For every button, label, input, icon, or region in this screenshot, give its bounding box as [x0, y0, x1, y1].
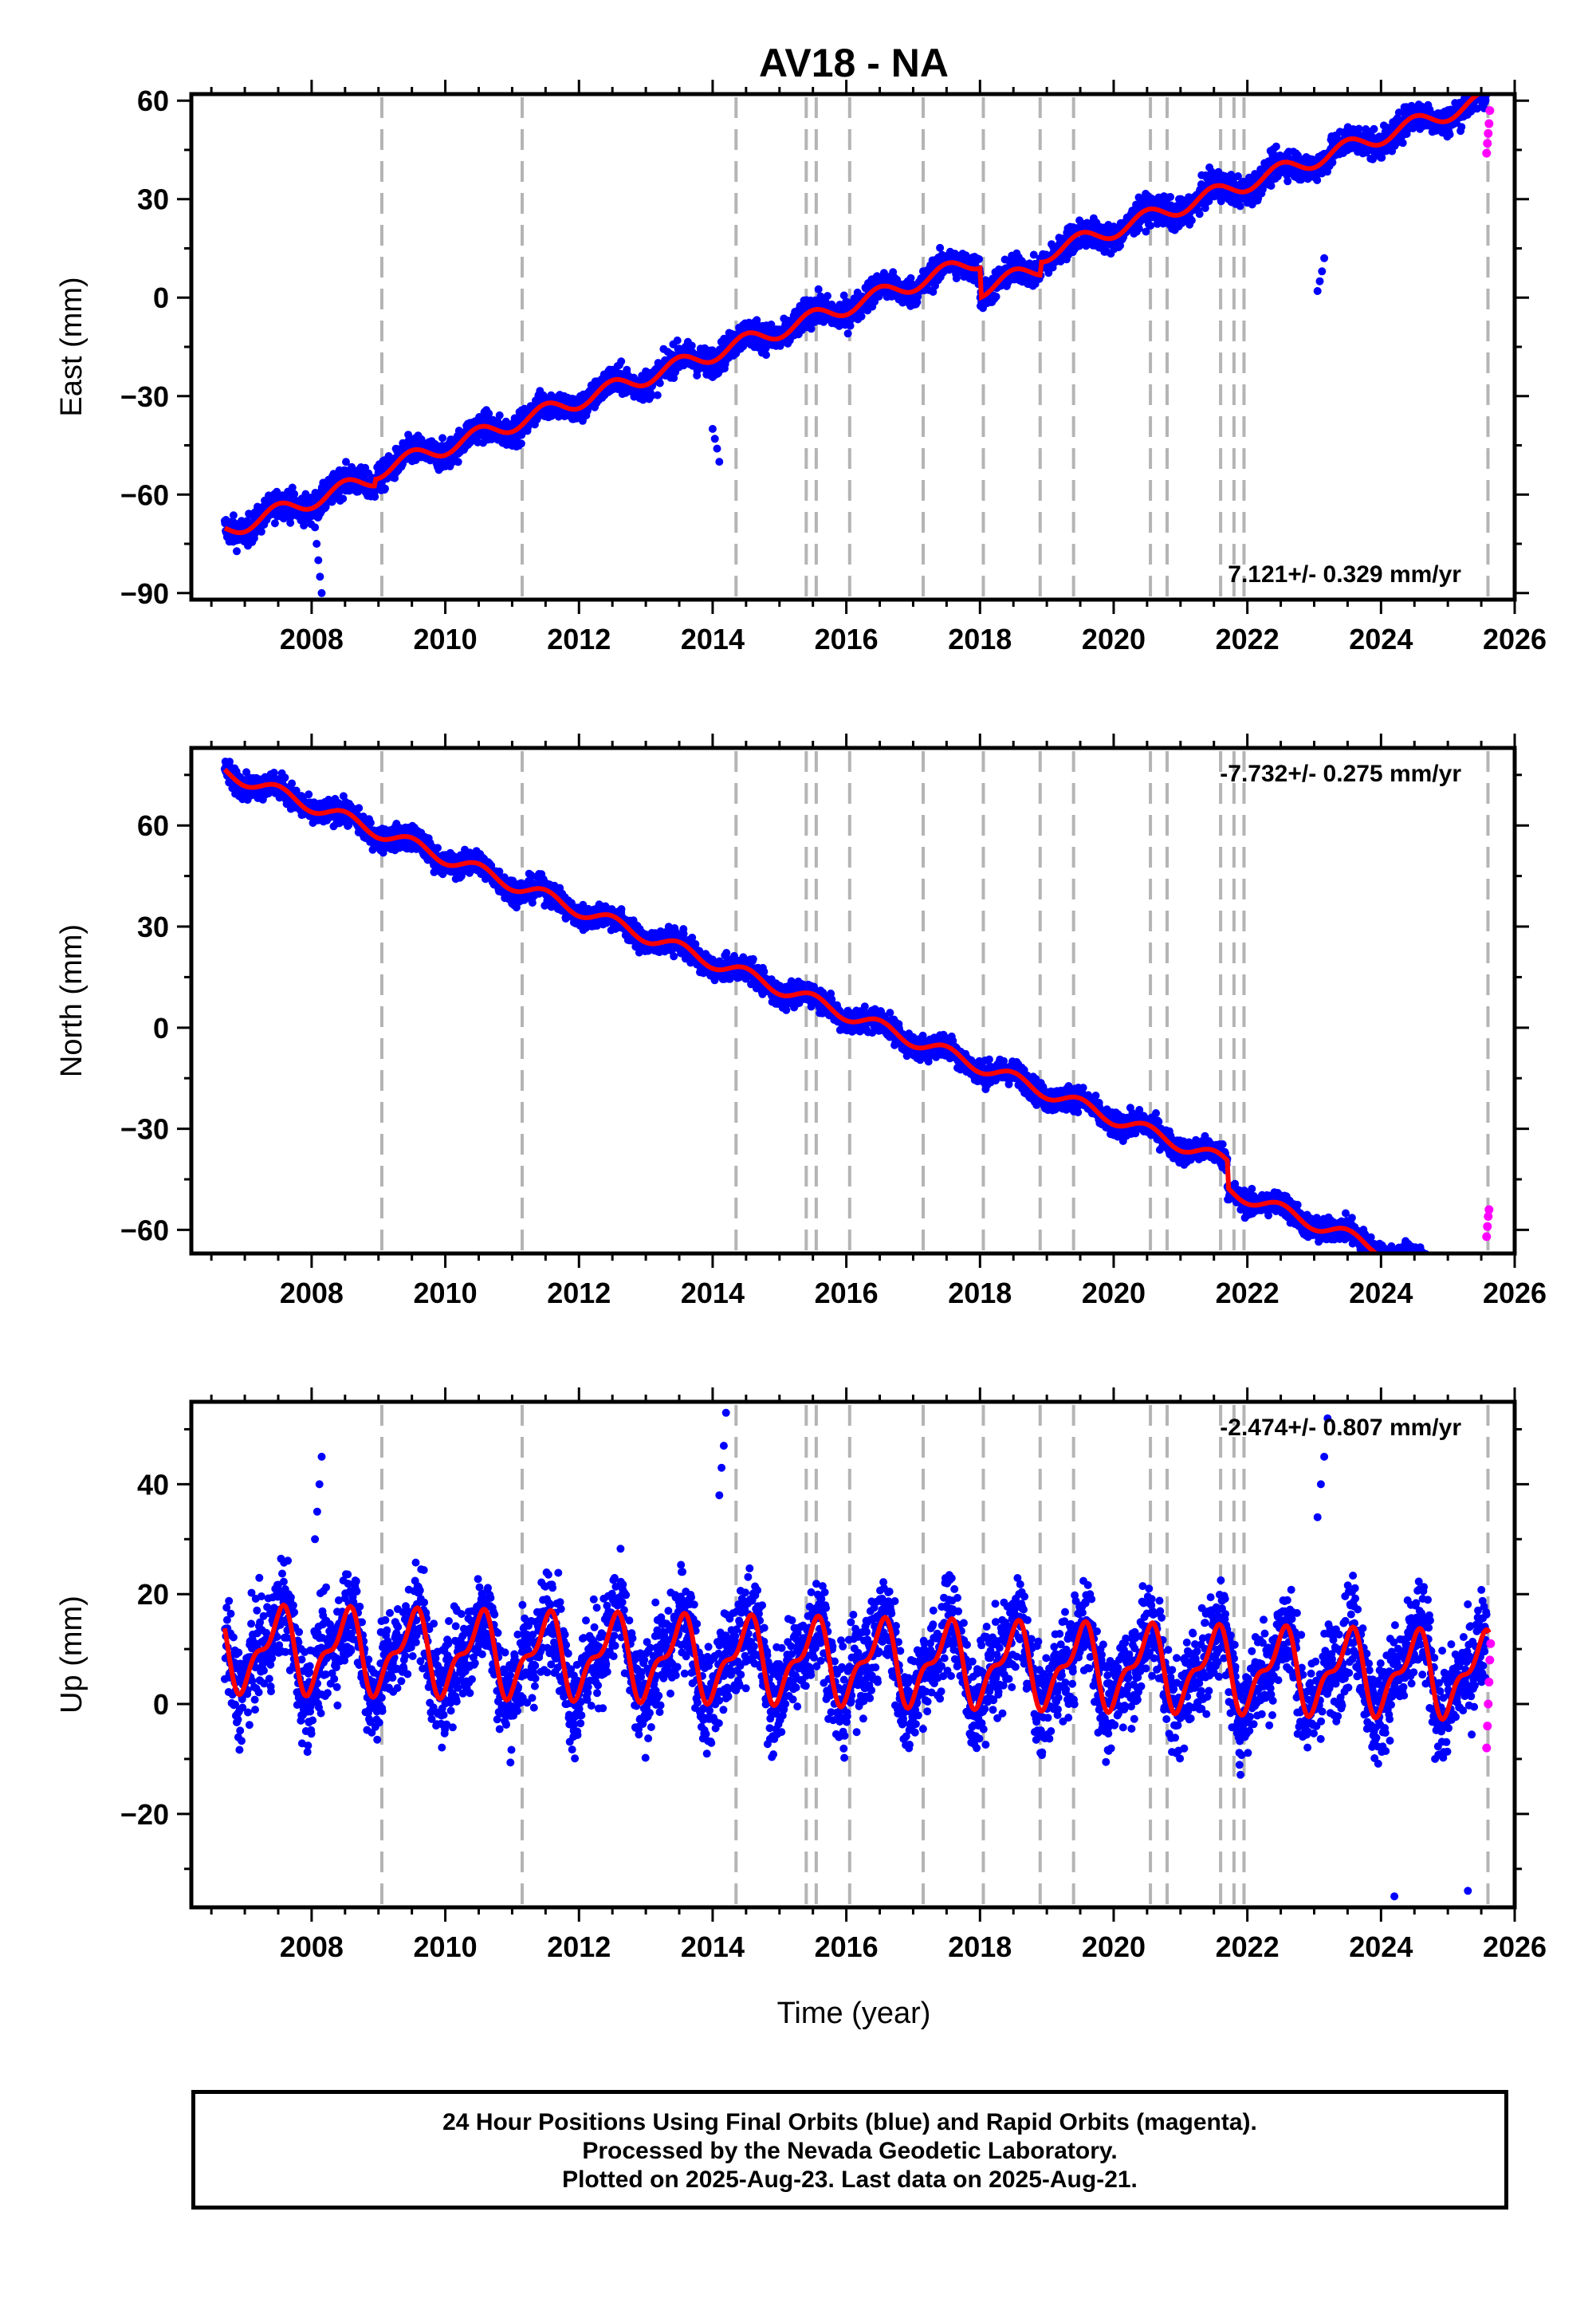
rate-label: -7.732+/- 0.275 mm/yr [1220, 761, 1461, 787]
x-axis-label: Time (year) [777, 1997, 931, 2030]
panel-frame [189, 746, 1517, 1256]
x-tick-label: 2008 [280, 1930, 344, 1963]
rapid-orbit-point [1484, 1699, 1493, 1709]
y-tick-label: 30 [137, 183, 169, 216]
x-tick-label: 2020 [1082, 1930, 1146, 1963]
y-tick-label: 20 [137, 1578, 169, 1611]
rapid-orbit-point [1482, 148, 1492, 158]
y-tick-label: 0 [153, 1688, 169, 1721]
x-tick-label: 2010 [414, 623, 478, 655]
y-tick-label: −60 [120, 1214, 169, 1246]
y-tick-label: −30 [120, 1113, 169, 1146]
panel-north: 2008 2010 2012 2014 2016 2018 2020 2022 2024 2026… [55, 734, 1547, 1309]
y-tick-label: 40 [137, 1468, 169, 1501]
x-tick-label: 2010 [414, 1930, 478, 1963]
figure-title: AV18 - NA [759, 41, 949, 85]
y-axis-label: Up (mm) [55, 1596, 88, 1714]
x-tick-label: 2014 [681, 1277, 745, 1309]
rapid-orbit-point [1484, 1677, 1494, 1686]
x-tick-label: 2026 [1483, 1930, 1547, 1963]
y-tick-label: −20 [120, 1798, 169, 1831]
y-tick-label: 60 [137, 85, 169, 117]
rate-label: 7.121+/- 0.329 mm/yr [1228, 561, 1461, 588]
rapid-orbit-point [1484, 1205, 1494, 1214]
x-tick-label: 2022 [1216, 1930, 1280, 1963]
data-points-rapid [1482, 1205, 1494, 1242]
y-tick-label: −90 [120, 577, 169, 610]
panels: 2008 2010 2012 2014 2016 2018 2020 2022 2024 2026… [55, 80, 1547, 1963]
x-tick-label: 2010 [414, 1277, 478, 1309]
caption-line-3: Plotted on 2025-Aug-23. Last data on 202… [562, 2166, 1138, 2193]
x-tick-label: 2008 [280, 1277, 344, 1309]
model-fit-line [223, 94, 1489, 536]
rapid-orbit-point [1483, 1222, 1492, 1231]
rapid-orbit-point [1485, 106, 1495, 116]
x-tick-label: 2008 [280, 623, 344, 655]
y-axis-label: East (mm) [55, 277, 88, 416]
rapid-orbit-point [1484, 119, 1494, 128]
rapid-orbit-point [1483, 139, 1492, 148]
x-tick-label: 2020 [1082, 623, 1146, 655]
x-tick-label: 2024 [1349, 1930, 1413, 1963]
final-orbit-points [220, 94, 1491, 597]
caption-line-1: 24 Hour Positions Using Final Orbits (bl… [442, 2109, 1257, 2135]
rapid-orbit-point [1482, 1232, 1492, 1242]
x-tick-label: 2016 [815, 623, 879, 655]
y-tick-label: −30 [120, 380, 169, 413]
panel-up: 2008 2010 2012 2014 2016 2018 2020 2022 2024 2026… [55, 1387, 1547, 1963]
data-points-final [220, 94, 1491, 597]
caption-box: 24 Hour Positions Using Final Orbits (bl… [191, 2090, 1508, 2210]
panel-east: 2008 2010 2012 2014 2016 2018 2020 2022 2024 2026… [55, 80, 1547, 655]
rapid-orbit-point [1482, 1743, 1492, 1753]
y-tick-label: 0 [153, 281, 169, 314]
x-tick-label: 2018 [948, 623, 1012, 655]
model-fit-line [222, 1602, 1492, 1722]
panel-frame [189, 1399, 1517, 1910]
model-fit-line [222, 767, 1416, 1253]
rapid-orbit-point [1484, 1212, 1493, 1222]
x-tick-label: 2018 [948, 1277, 1012, 1309]
x-tick-label: 2022 [1216, 1277, 1280, 1309]
x-tick-label: 2016 [815, 1930, 879, 1963]
x-tick-label: 2016 [815, 1277, 879, 1309]
y-tick-label: 30 [137, 911, 169, 943]
y-tick-label: 0 [153, 1012, 169, 1045]
x-tick-label: 2014 [681, 1930, 745, 1963]
rapid-orbit-point [1486, 1639, 1496, 1648]
x-tick-label: 2012 [547, 1930, 611, 1963]
rapid-orbit-point [1484, 128, 1493, 138]
x-tick-label: 2026 [1483, 623, 1547, 655]
x-tick-label: 2022 [1216, 623, 1280, 655]
rapid-orbit-point [1483, 1722, 1492, 1731]
rate-label: -2.474+/- 0.807 mm/yr [1220, 1415, 1461, 1441]
x-tick-label: 2020 [1082, 1277, 1146, 1309]
x-tick-label: 2012 [547, 623, 611, 655]
y-axis-label: North (mm) [55, 924, 88, 1077]
x-tick-label: 2018 [948, 1930, 1012, 1963]
rapid-orbit-point [1485, 1655, 1495, 1665]
data-points-rapid [1482, 1639, 1496, 1753]
x-tick-label: 2026 [1483, 1277, 1547, 1309]
data-points-final [220, 1408, 1491, 1901]
data-points-rapid [1482, 106, 1495, 158]
y-tick-label: 60 [137, 809, 169, 842]
y-tick-label: −60 [120, 478, 169, 511]
caption-line-2: Processed by the Nevada Geodetic Laborat… [582, 2138, 1118, 2164]
final-orbit-points [220, 1408, 1491, 1901]
x-tick-label: 2024 [1349, 1277, 1413, 1309]
x-tick-label: 2014 [681, 623, 745, 655]
x-tick-label: 2012 [547, 1277, 611, 1309]
x-tick-label: 2024 [1349, 623, 1413, 655]
